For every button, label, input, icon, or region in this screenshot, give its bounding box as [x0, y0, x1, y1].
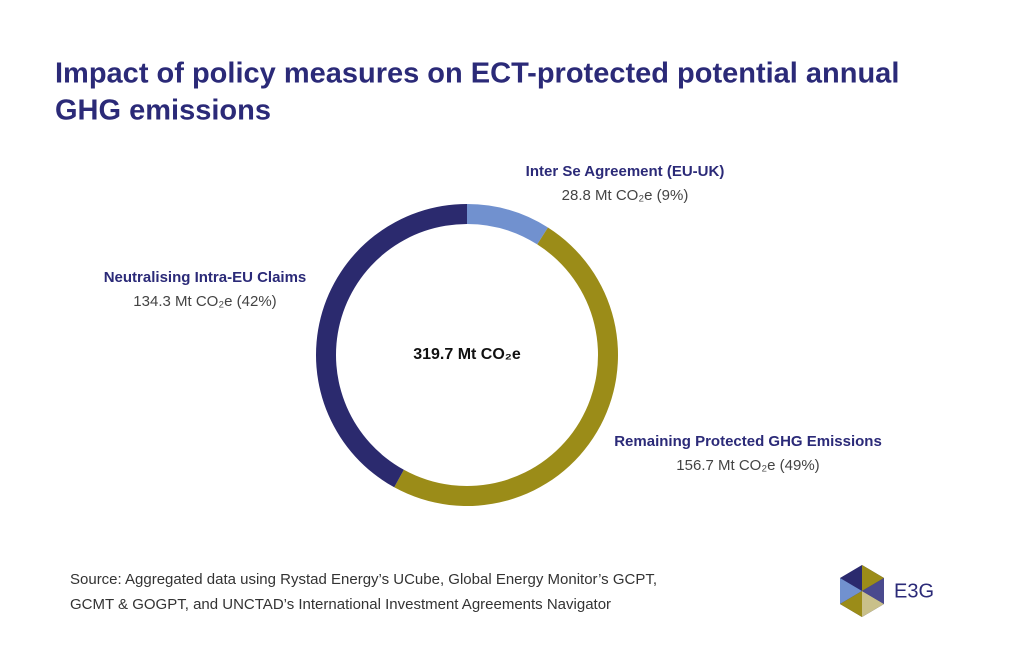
logo-icon	[840, 565, 884, 617]
chart-title: Impact of policy measures on ECT-protect…	[55, 58, 899, 90]
donut-slice	[394, 227, 618, 507]
slice-label: Neutralising Intra-EU Claims	[104, 269, 307, 286]
slice-value-label: 28.8 Mt CO₂e (9%)	[562, 187, 689, 204]
slice-value-label: 134.3 Mt CO₂e (42%)	[133, 293, 276, 310]
donut-slice	[316, 204, 467, 488]
donut-slice	[467, 204, 548, 245]
slice-label: Inter Se Agreement (EU-UK)	[526, 163, 725, 180]
chart-title: GHG emissions	[55, 95, 271, 127]
logo-text: E3G	[894, 580, 934, 602]
source: Source: Aggregated data using Rystad Ene…	[70, 571, 657, 588]
slice-value-label: 156.7 Mt CO₂e (49%)	[676, 457, 819, 474]
source: GCMT & GOGPT, and UNCTAD’s International…	[70, 596, 611, 613]
slice-label: Remaining Protected GHG Emissions	[614, 433, 882, 450]
center-label: 319.7 Mt CO₂e	[413, 346, 521, 363]
